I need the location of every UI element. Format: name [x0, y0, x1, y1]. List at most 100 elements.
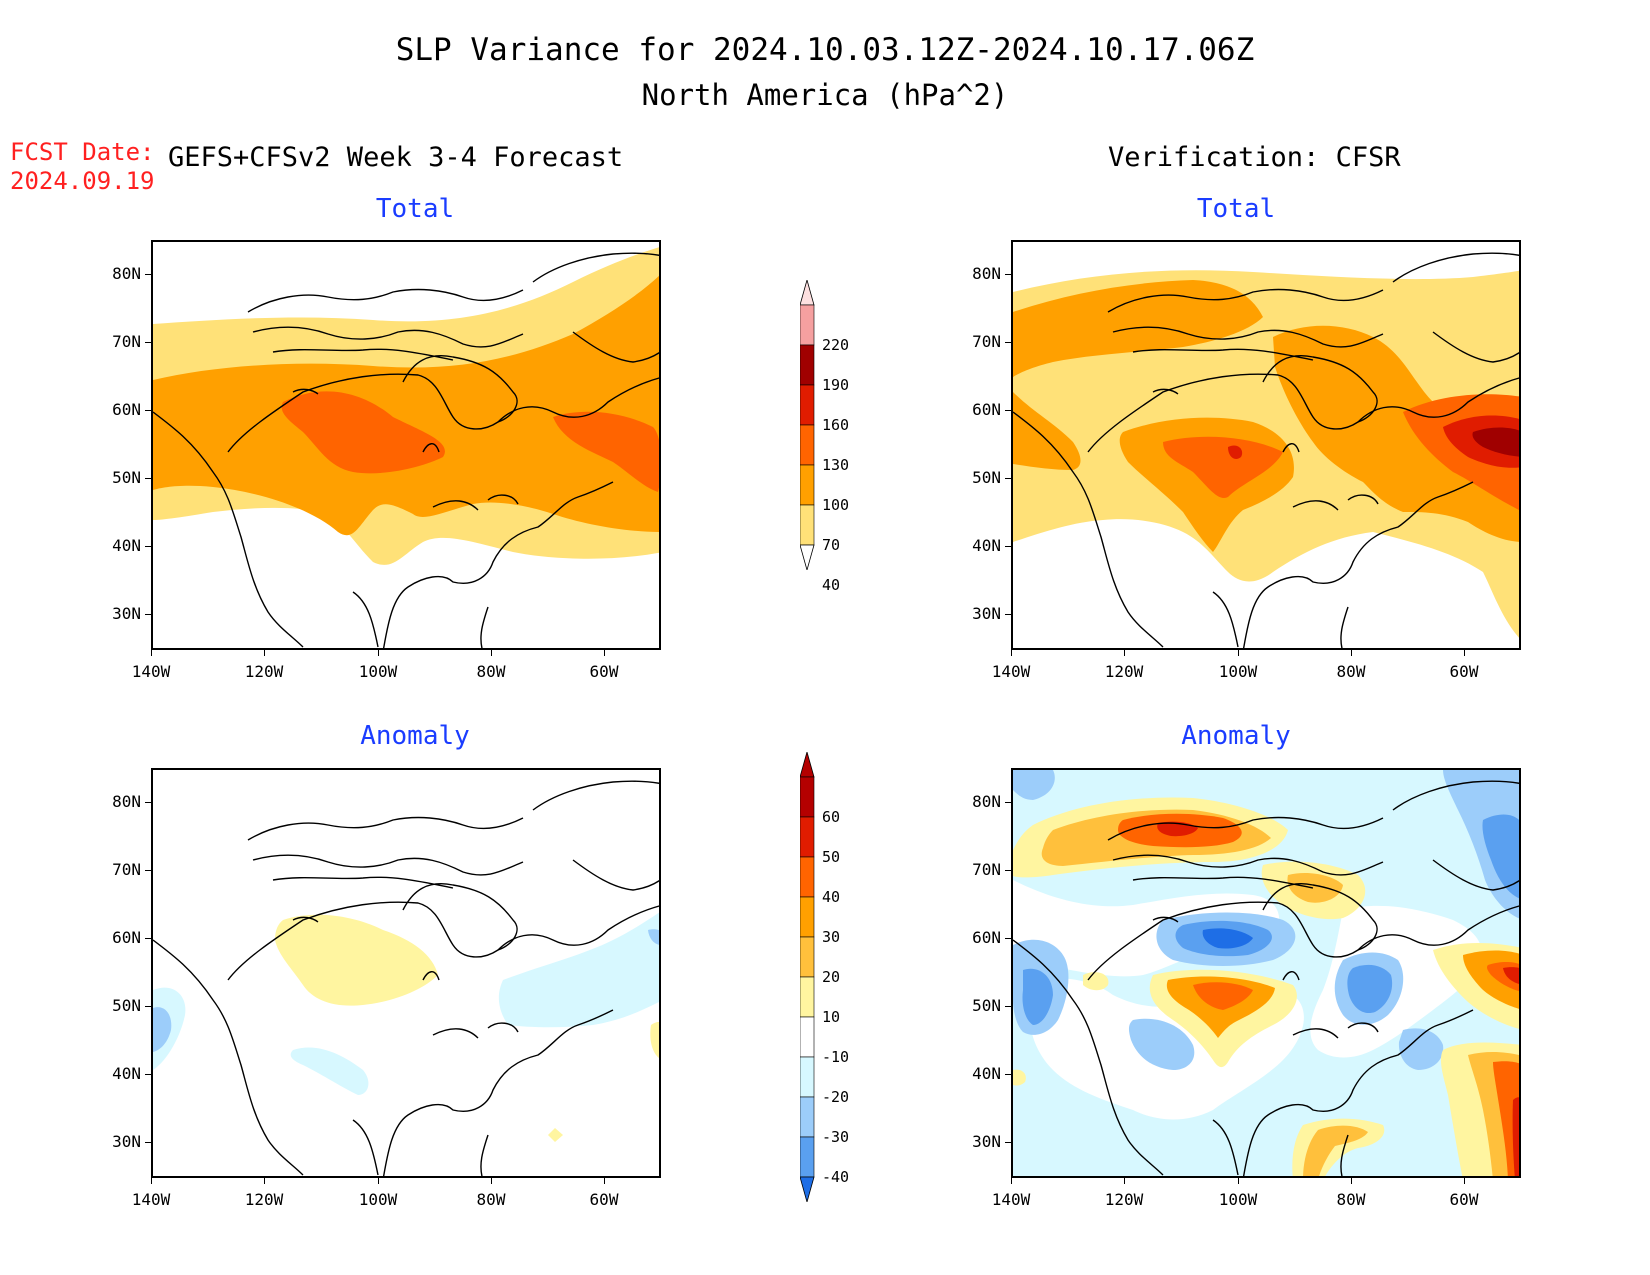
lon-tick: [151, 1178, 152, 1184]
lon-tick: [378, 650, 379, 656]
lon-tick: [1011, 1178, 1012, 1184]
lon-label: 100W: [1218, 662, 1258, 681]
lon-label: 60W: [589, 662, 619, 681]
lon-label: 60W: [1449, 1190, 1479, 1209]
colorbar-swatch: [799, 464, 815, 506]
lat-tick: [1005, 342, 1011, 343]
colorbar-swatch: [799, 304, 815, 346]
colorbar-swatch: [799, 856, 815, 898]
lat-label: 60N: [972, 400, 1001, 419]
lat-label: 30N: [112, 1132, 141, 1151]
total-colorbar: 220 190 160 130 100 70 40: [799, 278, 880, 594]
lat-label: 30N: [112, 604, 141, 623]
lat-tick: [145, 870, 151, 871]
colorbar-label: 40: [822, 888, 841, 906]
coastline-outline: [153, 252, 659, 648]
colorbar-label: 50: [822, 848, 841, 866]
colorbar-graphic: [799, 750, 815, 1204]
lon-label: 60W: [1449, 662, 1479, 681]
lon-tick: [1011, 650, 1012, 656]
colorbar-label: 220: [822, 336, 850, 354]
lon-tick: [264, 650, 265, 656]
lat-label: 50N: [972, 996, 1001, 1015]
lon-tick: [491, 1178, 492, 1184]
lat-label: 70N: [112, 860, 141, 879]
lat-label: 50N: [972, 468, 1001, 487]
lat-tick: [1005, 1074, 1011, 1075]
verification-anomaly-map: [1011, 768, 1521, 1178]
lon-label: 80W: [476, 1190, 506, 1209]
colorbar-label: 60: [822, 808, 841, 826]
main-title: SLP Variance for 2024.10.03.12Z-2024.10.…: [395, 32, 1255, 68]
lon-label: 120W: [1104, 1190, 1144, 1209]
colorbar-label: 190: [822, 376, 850, 394]
lon-tick: [1464, 1178, 1465, 1184]
lat-tick: [1005, 274, 1011, 275]
lon-label: 80W: [476, 662, 506, 681]
lat-tick: [145, 478, 151, 479]
colorbar-graphic: [799, 278, 815, 572]
lon-label: 80W: [1336, 662, 1366, 681]
lon-tick: [1124, 650, 1125, 656]
lon-label: 80W: [1336, 1190, 1366, 1209]
lon-label: 140W: [991, 1190, 1031, 1209]
forecast-anomaly-field: [153, 912, 659, 1142]
lat-tick: [145, 1006, 151, 1007]
main-subtitle: North America (hPa^2): [641, 78, 1009, 112]
verification-header: Verification: CFSR: [1108, 142, 1401, 173]
lat-label: 80N: [112, 792, 141, 811]
coastline-outline: [153, 780, 659, 1176]
colorbar-label: -40: [822, 1168, 850, 1186]
lat-label: 50N: [112, 996, 141, 1015]
coastline-outline: [1013, 780, 1519, 1176]
colorbar-swatch: [799, 816, 815, 858]
lat-tick: [145, 938, 151, 939]
colorbar-swatch: [799, 1096, 815, 1138]
colorbar-swatch: [799, 1136, 815, 1178]
colorbar-label: 10: [822, 1008, 841, 1026]
lat-tick: [1005, 938, 1011, 939]
fcst-date-value: 2024.09.19: [10, 167, 155, 195]
lat-label: 40N: [112, 1064, 141, 1083]
lat-tick: [1005, 1142, 1011, 1143]
colorbar-bottom-arrow: [799, 1176, 815, 1204]
lon-tick: [604, 1178, 605, 1184]
verification-anomaly-field: [1013, 770, 1519, 1176]
lat-label: 40N: [972, 536, 1001, 555]
lon-tick: [1351, 1178, 1352, 1184]
lat-label: 60N: [972, 928, 1001, 947]
lat-label: 50N: [112, 468, 141, 487]
lat-label: 60N: [112, 400, 141, 419]
lon-label: 60W: [589, 1190, 619, 1209]
lat-tick: [1005, 410, 1011, 411]
lon-tick: [1238, 650, 1239, 656]
colorbar-label: 30: [822, 928, 841, 946]
lon-tick: [378, 1178, 379, 1184]
verification-anomaly-title: Anomaly: [1181, 721, 1291, 751]
lon-label: 100W: [1218, 1190, 1258, 1209]
lon-label: 120W: [1104, 662, 1144, 681]
lat-tick: [1005, 478, 1011, 479]
lat-label: 80N: [972, 792, 1001, 811]
colorbar-bottom-arrow: [799, 544, 815, 572]
colorbar-swatch: [799, 1016, 815, 1058]
colorbar-swatch: [799, 344, 815, 386]
lat-label: 40N: [112, 536, 141, 555]
lon-label: 120W: [244, 1190, 284, 1209]
lon-tick: [604, 650, 605, 656]
colorbar-swatch: [799, 504, 815, 546]
colorbar-label: 160: [822, 416, 850, 434]
lon-tick: [151, 650, 152, 656]
lat-label: 70N: [112, 332, 141, 351]
verification-total-title: Total: [1196, 194, 1276, 224]
lon-tick: [1351, 650, 1352, 656]
colorbar-label: -30: [822, 1128, 850, 1146]
forecast-total-map: [151, 240, 661, 650]
colorbar-label: -10: [822, 1048, 850, 1066]
lon-tick: [1464, 650, 1465, 656]
lat-label: 60N: [112, 928, 141, 947]
lon-tick: [1238, 1178, 1239, 1184]
lat-tick: [145, 614, 151, 615]
anomaly-colorbar: 60 50 40 30 20 10 -10 -20 -30 -40: [799, 750, 880, 1206]
coastline-outline: [1013, 252, 1519, 648]
